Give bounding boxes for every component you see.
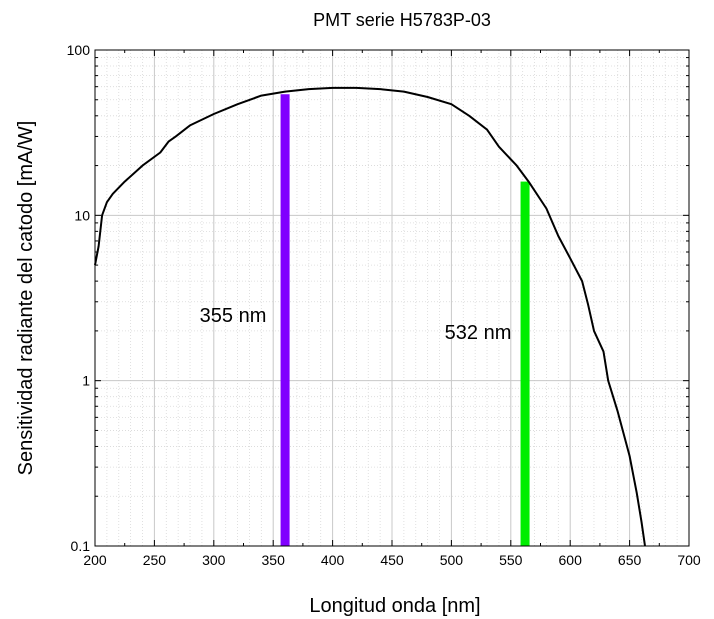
y-tick-labels: 0.1 1 10 100: [67, 42, 91, 554]
wavelength-bar: [280, 94, 290, 546]
x-tick-label: 450: [380, 552, 404, 568]
annotation-355: 355 nm: [200, 305, 267, 327]
x-tick-label: 200: [83, 552, 107, 568]
y-axis-title: Sensitividad radiante del catodo [mA/W]: [15, 121, 37, 476]
y-tick-label: 100: [67, 42, 91, 58]
series: [94, 86, 646, 547]
wavelength-bar: [520, 181, 530, 546]
x-tick-label: 650: [618, 552, 642, 568]
wavelength-markers: [280, 94, 530, 546]
x-tick-label: 700: [677, 552, 701, 568]
y-tick-label: 1: [82, 373, 90, 389]
x-tick-label: 400: [321, 552, 345, 568]
grid: [95, 50, 689, 546]
y-tick-label: 0.1: [71, 538, 91, 554]
y-tick-label: 10: [74, 207, 90, 223]
x-tick-label: 500: [440, 552, 464, 568]
annotation-532: 532 nm: [445, 322, 512, 344]
x-tick-label: 350: [262, 552, 286, 568]
x-tick-label: 250: [143, 552, 167, 568]
x-tick-label: 550: [499, 552, 523, 568]
x-tick-label: 600: [559, 552, 583, 568]
x-axis-title: Longitud onda [nm]: [309, 595, 480, 617]
x-tick-labels: 200 250 300 350 400 450 500 550 600 650 700: [83, 552, 701, 568]
plot-frame: [94, 49, 690, 547]
x-tick-label: 300: [202, 552, 226, 568]
sensitivity-curve: [94, 86, 646, 547]
chart-title: PMT serie H5783P-03: [313, 10, 491, 30]
